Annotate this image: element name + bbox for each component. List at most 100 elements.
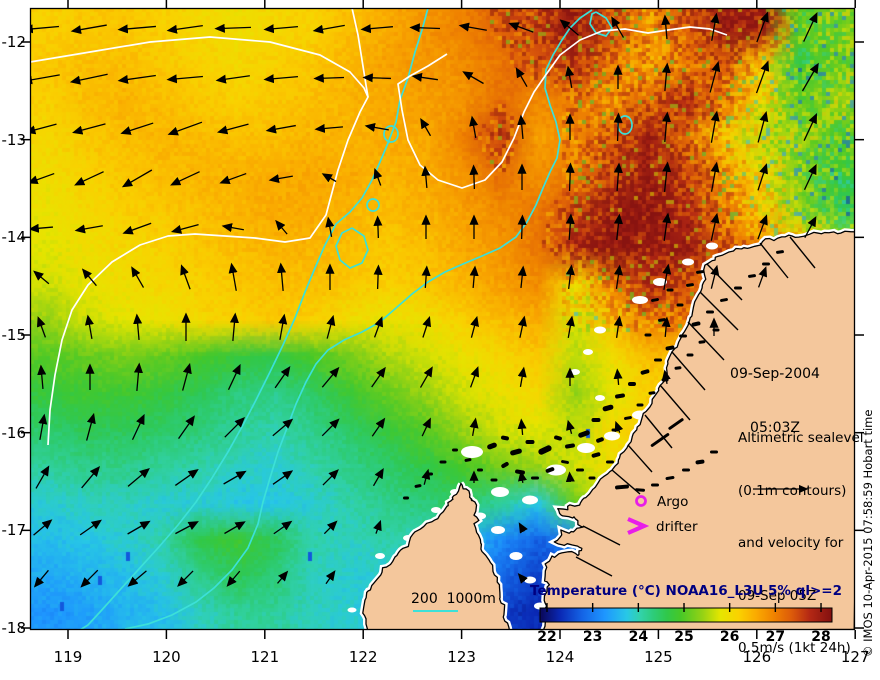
velocity-arrow	[221, 223, 244, 233]
island	[545, 467, 555, 473]
island	[686, 353, 694, 357]
velocity-arrow	[373, 215, 383, 239]
x-tick-label-119: 119	[53, 648, 83, 666]
velocity-arrow	[710, 161, 720, 192]
velocity-arrow	[373, 519, 382, 534]
velocity-arrow	[33, 569, 49, 588]
island	[654, 358, 662, 362]
velocity-arrow	[227, 363, 241, 391]
credit-text: © IMOS 10-Apr-2015 07:58:59 Hobart time	[861, 409, 875, 657]
velocity-arrow	[517, 214, 527, 240]
island	[668, 418, 684, 430]
island	[565, 443, 575, 449]
velocity-arrow	[127, 570, 147, 587]
velocity-arrow	[167, 121, 203, 136]
velocity-arrow	[121, 169, 153, 188]
cloud-patch	[570, 369, 580, 375]
velocity-arrow	[518, 522, 528, 534]
velocity-arrow	[30, 223, 54, 233]
velocity-arrow	[565, 162, 575, 192]
velocity-arrow	[133, 362, 143, 392]
velocity-arrow	[223, 470, 247, 485]
velocity-arrow	[360, 24, 393, 34]
cloud-patch	[604, 431, 620, 441]
velocity-arrow	[661, 14, 671, 40]
velocity-arrow	[215, 74, 250, 84]
velocity-arrow	[757, 163, 768, 191]
velocity-arrow	[661, 62, 671, 92]
velocity-arrow	[265, 124, 296, 134]
bathymetry-contour	[335, 227, 369, 269]
velocity-arrow	[182, 362, 192, 391]
cloud-patch	[491, 526, 505, 534]
velocity-arrow	[518, 470, 527, 484]
velocity-arrow	[518, 315, 527, 338]
island	[676, 303, 684, 307]
velocity-arrow	[263, 24, 298, 34]
velocity-arrow	[614, 420, 624, 433]
y-tick-label--18: -18	[1, 619, 27, 638]
velocity-arrow	[30, 74, 60, 85]
velocity-arrow	[613, 112, 623, 142]
velocity-arrow	[33, 270, 50, 285]
velocity-arrow	[710, 212, 720, 241]
map-frame	[29, 7, 856, 631]
velocity-arrow	[372, 467, 384, 487]
island	[591, 452, 601, 458]
island	[515, 469, 525, 475]
velocity-arrow	[133, 313, 143, 341]
island	[695, 459, 705, 465]
velocity-arrow	[420, 117, 432, 137]
velocity-arrow	[313, 73, 345, 83]
x-tick-label-121: 121	[250, 648, 280, 666]
island	[698, 340, 706, 344]
colorbar-tick-label-27: 27	[765, 629, 786, 645]
velocity-arrow	[559, 19, 579, 36]
island	[452, 448, 458, 452]
cloud-patch	[632, 296, 648, 304]
velocity-arrow	[565, 264, 575, 289]
velocity-arrow	[517, 418, 527, 436]
velocity-arrow	[515, 67, 528, 87]
island	[636, 403, 644, 407]
velocity-arrow	[613, 162, 623, 192]
velocity-arrow	[661, 316, 671, 338]
altimetric-line-2: (0.1m contours)	[738, 482, 847, 499]
velocity-arrow	[469, 417, 479, 436]
velocity-arrow	[224, 416, 246, 438]
velocity-arrow	[166, 24, 203, 34]
velocity-arrow	[662, 161, 672, 192]
island	[525, 440, 535, 444]
island	[635, 488, 645, 492]
colorbar-title: Temperature (°C) NOAA16_L3U 5% ql>=2	[530, 583, 842, 599]
velocity-arrow	[36, 316, 47, 338]
island	[602, 404, 614, 412]
y-tick-label--16: -16	[1, 423, 27, 442]
velocity-arrow	[804, 215, 817, 239]
velocity-arrow	[326, 314, 336, 339]
island	[439, 460, 447, 464]
velocity-arrow	[30, 123, 57, 135]
coastal-inlet	[699, 291, 739, 331]
island	[776, 250, 784, 254]
velocity-arrow	[33, 519, 53, 536]
island	[487, 442, 497, 450]
velocity-arrow	[325, 216, 335, 237]
velocity-arrow	[122, 222, 152, 235]
island	[588, 476, 596, 480]
coastal-inlet	[627, 444, 653, 473]
date-line: 09-Sep-2004	[730, 366, 820, 382]
velocity-arrow	[79, 519, 102, 536]
colorbar-tick-label-26: 26	[719, 629, 740, 645]
map-layers	[30, 8, 855, 630]
x-tick-label-124: 124	[545, 648, 575, 666]
argo-label: Argo	[657, 494, 689, 510]
altimetric-line-5: 0.5m/s (1kt 24h)	[738, 640, 851, 656]
velocity-arrow	[710, 12, 720, 41]
velocity-arrow	[373, 168, 383, 186]
coastal-inlet	[687, 321, 725, 361]
velocity-arrow	[229, 312, 239, 342]
velocity-arrow	[613, 264, 623, 289]
coastal-inlet	[644, 414, 673, 449]
velocity-arrow	[72, 123, 106, 135]
